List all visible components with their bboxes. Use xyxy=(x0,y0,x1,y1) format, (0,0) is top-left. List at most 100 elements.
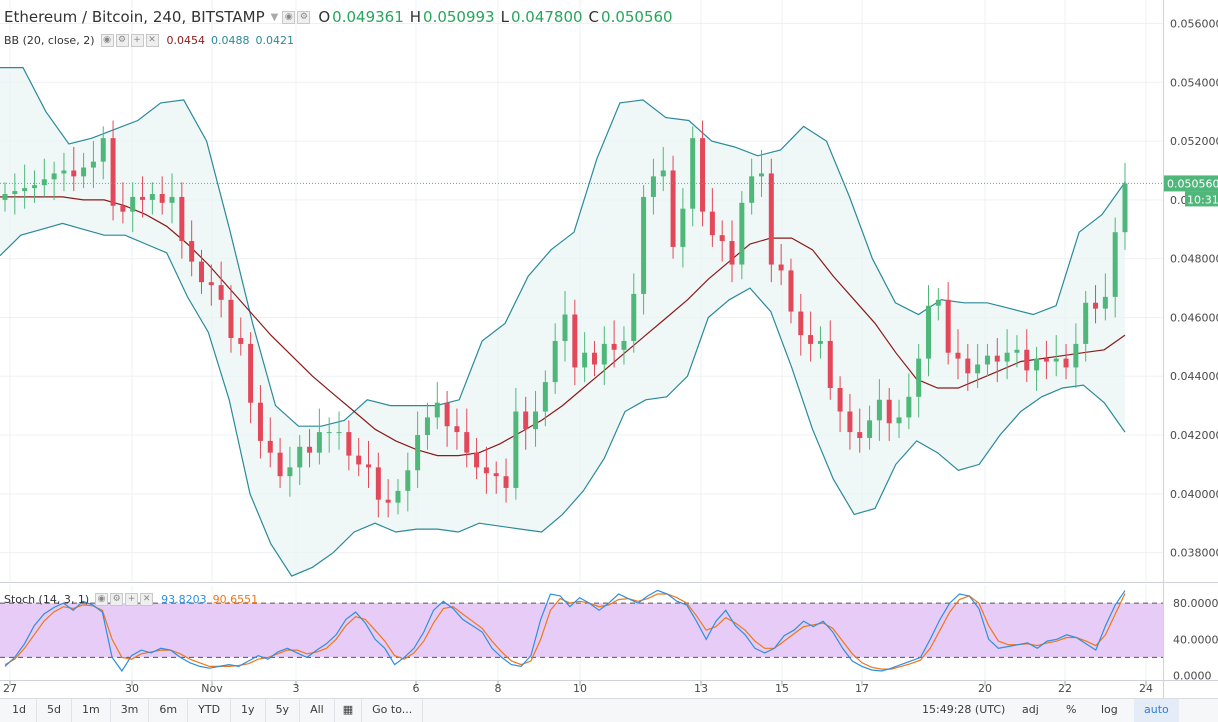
candle xyxy=(935,288,941,321)
chevron-down-icon[interactable]: ▼ xyxy=(270,11,279,23)
chart-canvas[interactable]: 0.0560000.0540000.0520000.0500000.048000… xyxy=(0,0,1218,698)
candle xyxy=(464,408,470,468)
ohlc-high-value: 0.050993 xyxy=(423,8,495,26)
candle xyxy=(533,390,539,447)
range-3m-button[interactable]: 3m xyxy=(111,698,150,722)
candle-body xyxy=(631,293,637,341)
candle xyxy=(51,161,57,200)
current-price-tag[interactable]: 0.050560 10:31 xyxy=(1164,175,1218,207)
plus-icon[interactable]: + xyxy=(125,593,139,606)
stoch-indicator-name[interactable]: Stoch (14, 3, 1) xyxy=(4,593,90,606)
close-icon[interactable]: ✕ xyxy=(140,593,154,606)
candle-body xyxy=(41,179,47,186)
candle xyxy=(542,370,548,427)
time-axis[interactable]: 27 30 Nov 3 6 8 10 13 15 17 20 22 24 xyxy=(3,681,1153,695)
bb-indicator-name[interactable]: BB (20, close, 2) xyxy=(4,34,95,47)
candle xyxy=(768,158,774,283)
eye-icon[interactable]: ◉ xyxy=(282,10,296,24)
candle-body xyxy=(130,196,136,212)
percent-toggle[interactable]: % xyxy=(1066,703,1077,716)
candle-body xyxy=(120,205,126,212)
candle-body xyxy=(798,311,804,336)
symbol-title[interactable]: Ethereum / Bitcoin, 240, BITSTAMP xyxy=(4,8,265,26)
plus-icon[interactable]: + xyxy=(130,34,144,47)
candle xyxy=(808,311,814,362)
range-1m-button[interactable]: 1m xyxy=(72,698,111,722)
candle xyxy=(926,285,932,377)
candle xyxy=(582,332,588,383)
candle-body xyxy=(444,402,450,427)
eye-icon[interactable]: ◉ xyxy=(95,593,109,606)
gear-icon[interactable]: ⚙ xyxy=(110,593,124,606)
range-ytd-button[interactable]: YTD xyxy=(188,698,232,722)
range-1y-button[interactable]: 1y xyxy=(231,698,266,722)
time-tick-label: 10 xyxy=(573,682,587,695)
time-tick-label: Nov xyxy=(201,682,223,695)
close-icon[interactable]: ✕ xyxy=(145,34,159,47)
candle-body xyxy=(179,196,185,242)
candle xyxy=(395,479,401,515)
candle xyxy=(238,317,244,356)
candle xyxy=(149,182,155,215)
candle-body xyxy=(198,261,204,283)
stoch-k-value: 93.8203 xyxy=(161,593,207,606)
candle xyxy=(1122,162,1128,250)
range-6m-button[interactable]: 6m xyxy=(149,698,189,722)
eye-icon[interactable]: ◉ xyxy=(100,34,114,47)
candle-body xyxy=(189,241,195,262)
time-tick-label: 27 xyxy=(3,682,17,695)
candle xyxy=(424,402,430,450)
range-5d-button[interactable]: 5d xyxy=(37,698,72,722)
gear-icon[interactable]: ⚙ xyxy=(115,34,129,47)
candle-body xyxy=(1043,358,1049,362)
time-tick-label: 13 xyxy=(694,682,708,695)
candle-body xyxy=(1073,343,1079,368)
range-5y-button[interactable]: 5y xyxy=(266,698,301,722)
range-1d-button[interactable]: 1d xyxy=(0,698,37,722)
candle-body xyxy=(81,167,87,177)
candle xyxy=(945,282,951,365)
candle-body xyxy=(61,170,67,174)
candle xyxy=(31,170,37,203)
candle xyxy=(562,291,568,362)
candle-body xyxy=(729,241,735,265)
candle-body xyxy=(552,340,558,383)
candle-body xyxy=(533,411,539,430)
stoch-k-line xyxy=(4,589,1126,673)
price-tick-label: 0.054000 xyxy=(1170,76,1218,89)
ohlc-close-key: C xyxy=(588,8,600,26)
candle-body xyxy=(464,432,470,453)
candle xyxy=(71,146,77,192)
candle-body xyxy=(562,314,568,341)
goto-button[interactable]: Go to... xyxy=(362,698,424,722)
candle xyxy=(218,261,224,318)
adj-toggle[interactable]: adj xyxy=(1022,703,1039,716)
candle xyxy=(719,220,725,262)
stoch-legend: Stoch (14, 3, 1) ◉ ⚙ + ✕ 93.8203 90.6551 xyxy=(4,593,258,606)
candle xyxy=(886,388,892,441)
calendar-icon[interactable]: ▦ xyxy=(335,698,363,722)
auto-toggle[interactable]: auto xyxy=(1134,699,1179,722)
time-tick-label: 15 xyxy=(775,682,789,695)
candle-body xyxy=(375,467,381,500)
candle xyxy=(375,452,381,518)
candle xyxy=(454,408,460,450)
price-tick-label: 0.046000 xyxy=(1170,311,1218,324)
range-all-button[interactable]: All xyxy=(300,698,335,722)
time-tick-label: 24 xyxy=(1139,682,1153,695)
price-axis[interactable]: 0.0560000.0540000.0520000.0500000.048000… xyxy=(1164,18,1218,683)
candle-body xyxy=(876,399,882,421)
candle-body xyxy=(395,490,401,503)
log-toggle[interactable]: log xyxy=(1101,703,1118,716)
candle xyxy=(2,182,8,212)
utc-clock[interactable]: 15:49:28 (UTC) xyxy=(922,703,1006,716)
candle xyxy=(827,320,833,400)
candle xyxy=(611,320,617,368)
candle-body xyxy=(523,411,529,430)
gear-icon[interactable]: ⚙ xyxy=(297,10,311,24)
bb-upper-value: 0.0488 xyxy=(211,34,250,47)
candle xyxy=(994,338,1000,383)
candle-body xyxy=(2,194,8,200)
candle xyxy=(650,158,656,215)
candle xyxy=(1112,217,1118,318)
